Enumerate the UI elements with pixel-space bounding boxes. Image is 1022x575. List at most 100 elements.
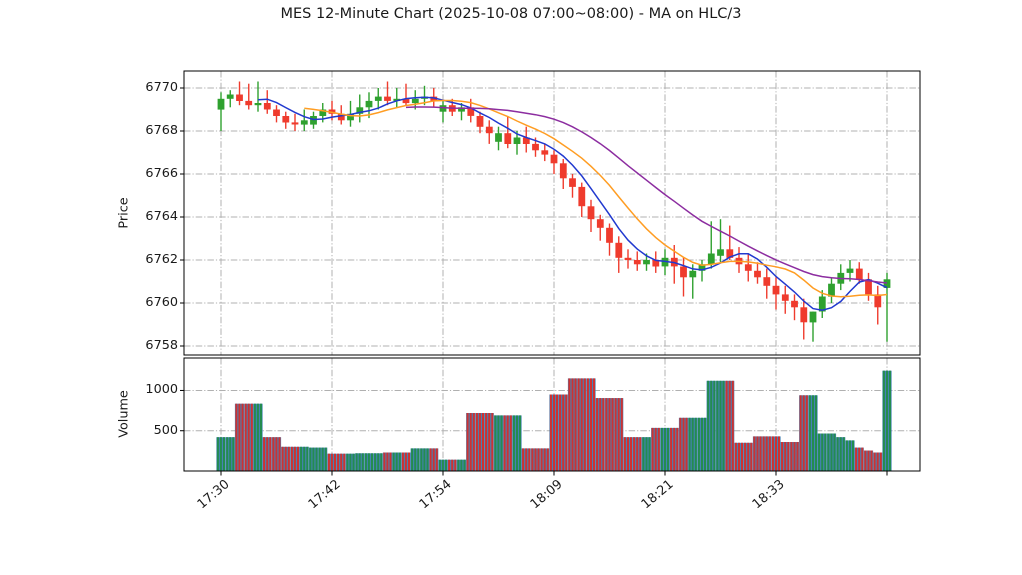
volume-bar-stripe [235,403,238,471]
volume-bar-stripe [707,380,710,471]
volume-bar-stripe [882,370,885,471]
volume-bar-stripe [605,398,608,471]
volume-bar-stripe [312,447,315,471]
volume-bar-stripe [349,453,352,471]
volume-bar-stripe [460,459,463,471]
candle-body [430,96,438,101]
volume-bar-stripe [223,437,225,471]
price-tick-label: 6762 [145,252,178,267]
candle-body [300,120,308,125]
volume-bar-stripe [778,436,780,471]
volume-bar-stripe [583,378,586,471]
volume-bar-stripe [775,436,777,471]
volume-bar-stripe [645,437,648,471]
candle-body [458,107,465,112]
volume-bar-stripe [284,446,287,471]
candle-body [846,268,854,273]
volume-bar-stripe [420,448,423,471]
volume-bar-stripe [673,427,676,471]
volume-bar-stripe [543,448,546,471]
volume-bar-stripe [290,446,293,471]
volume-bar-stripe [512,415,515,471]
volume-bar-stripe [815,395,817,471]
candle-body [643,260,650,265]
volume-bar-stripe [371,453,373,471]
volume-bar-stripe [889,370,891,471]
volume-tick-label: 500 [153,422,178,438]
volume-bar-stripe [571,378,574,471]
volume-bar-stripe [361,453,364,471]
volume-bar-stripe [667,427,669,471]
candle-body [680,266,687,278]
volume-bar-stripe [528,448,531,471]
volume-bar-stripe [303,446,306,471]
volume-bar-stripe [781,442,784,471]
volume-bar-stripe [497,415,500,471]
candle-body [652,260,660,267]
volume-bar-stripe [670,427,673,471]
volume-bar-stripe [639,437,642,471]
volume-bar-stripe [358,453,361,471]
volume-bar-stripe [744,442,747,471]
volume-bar-stripe [340,453,343,471]
volume-bar-stripe [565,394,568,471]
volume-bar-stripe [864,450,867,471]
volume-bar-stripe [620,398,623,471]
candle-body [606,227,613,243]
volume-bar-stripe [429,448,432,471]
candle-body [226,94,234,99]
volume-bar-stripe [722,380,725,471]
volume-bar-stripe [334,453,336,471]
candle-body [374,96,382,101]
volume-bar-stripe [623,437,626,471]
volume-bar-stripe [682,417,685,471]
volume-bar-stripe [660,427,663,471]
candle-body [781,294,789,301]
volume-bar-stripe [580,378,583,471]
volume-bar-stripe [787,442,790,471]
volume-bar-stripe [522,448,525,471]
volume-bar-stripe [873,452,876,471]
candle-body [818,296,826,312]
price-tick-label: 6766 [145,166,178,181]
volume-bar-stripe [827,433,830,471]
volume-bar-stripe [738,442,740,471]
volume-bar-stripe [818,433,821,471]
volume-bar-stripe [531,448,534,471]
volume-bar-stripe [229,437,232,471]
volume-bar-stripe [232,437,235,471]
ma-fast-line [257,96,888,311]
volume-bar-stripe [765,436,768,471]
candle-body [402,98,410,104]
volume-bar-stripe [716,380,719,471]
volume-bar-stripe [556,394,558,471]
volume-bar-stripe [750,442,753,471]
volume-bar-stripe [630,437,632,471]
volume-bar-stripe [401,452,404,471]
volume-bar-stripe [577,378,580,471]
volume-bar-stripe [266,437,269,471]
candle-body [263,103,271,110]
volume-bar-stripe [586,378,589,471]
volume-bar-stripe [590,378,592,471]
volume-bar-stripe [549,394,552,471]
volume-bar-stripe [685,417,688,471]
volume-bar-stripe [330,453,333,471]
candle-body [828,283,835,297]
volume-bar-stripe [216,437,219,471]
volume-bar-stripe [260,403,262,471]
candle-body [513,137,521,144]
volume-bar-stripe [263,437,266,471]
candle-body [754,270,761,278]
volume-bar-stripe [364,453,367,471]
volume-bar-stripe [771,436,774,471]
volume-bar-stripe [636,437,639,471]
volume-bar-stripe [697,417,700,471]
volume-bar-stripe [614,398,617,471]
candle-body [809,311,817,323]
volume-bar-stripe [281,446,284,471]
volume-bar-stripe [278,437,281,471]
volume-bar-stripe [337,453,340,471]
volume-bar-stripe [478,413,481,471]
volume-bar-stripe [411,448,414,471]
